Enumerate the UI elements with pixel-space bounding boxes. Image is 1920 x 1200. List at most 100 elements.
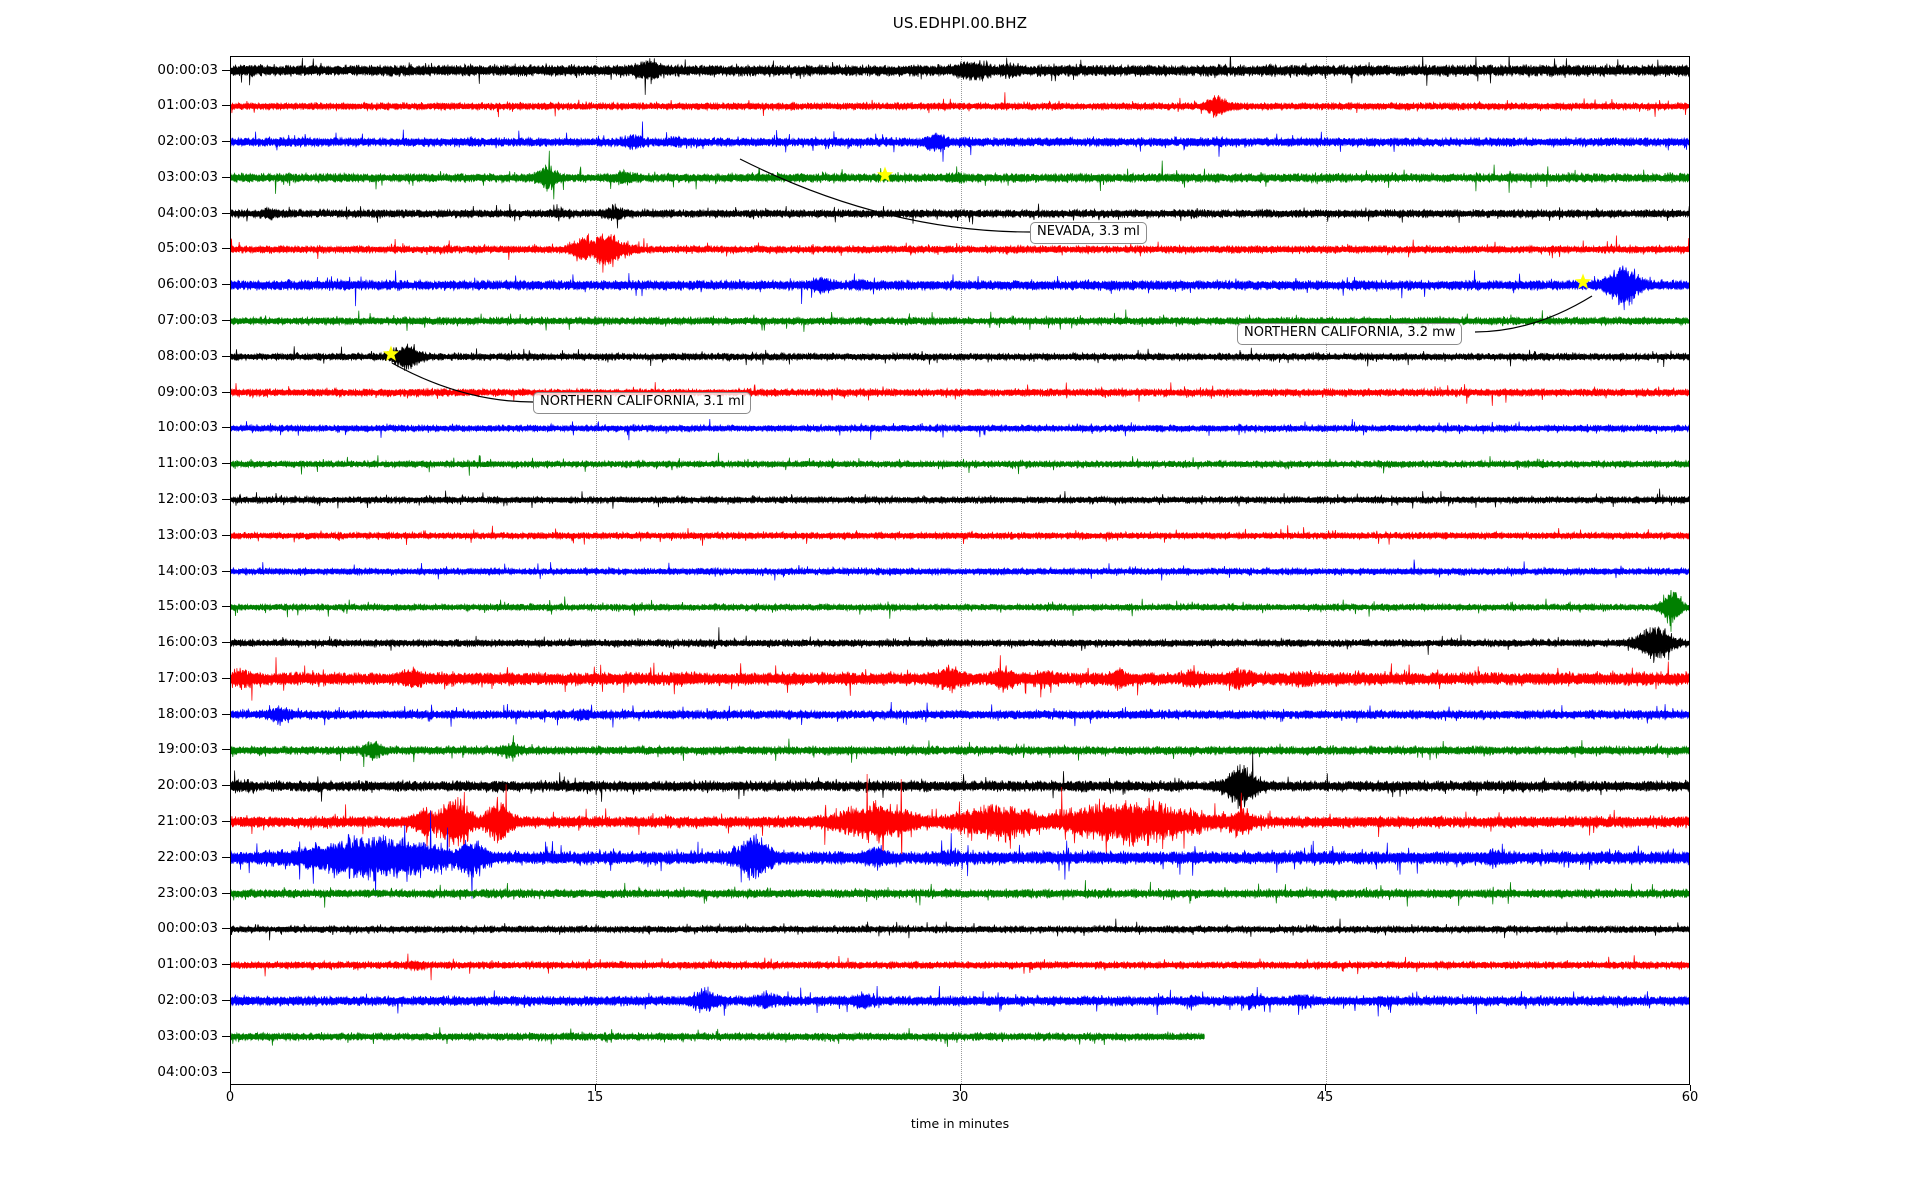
waveform-trace [231,57,1689,1084]
event-star-icon [876,166,893,187]
y-tick-mark [222,391,230,393]
waveform-trace [231,57,1689,1084]
y-tick-mark [222,212,230,214]
waveform-trace [231,57,1689,1084]
x-tick-label: 0 [225,1090,235,1105]
y-tick-label: 16:00:03 [157,634,218,651]
waveform-trace [231,57,1689,1084]
y-tick-mark [222,105,230,107]
y-tick-label: 01:00:03 [157,97,218,114]
x-tick-mark [595,1085,596,1091]
y-tick-label: 15:00:03 [157,598,218,615]
y-tick-mark [222,355,230,357]
y-tick-mark [222,427,230,429]
waveform-trace [231,57,1689,1084]
y-tick-mark [222,713,230,715]
y-tick-mark [222,248,230,250]
y-tick-mark [222,928,230,930]
y-tick-label: 06:00:03 [157,276,218,293]
y-tick-label: 19:00:03 [157,741,218,758]
y-tick-label: 03:00:03 [157,168,218,185]
plot-area [230,56,1690,1085]
x-tick-mark [1325,1085,1326,1091]
y-tick-mark [222,570,230,572]
waveform-trace [231,57,1689,1084]
waveform-trace [231,57,1689,1084]
y-tick-label: 10:00:03 [157,419,218,436]
y-tick-mark [222,642,230,644]
y-tick-label: 21:00:03 [157,813,218,829]
y-tick-mark [222,856,230,858]
waveform-trace [231,57,1689,1084]
y-tick-mark [222,892,230,894]
x-tick-label: 30 [951,1090,969,1105]
y-tick-label: 02:00:03 [157,133,218,150]
waveform-trace [231,57,1689,1084]
y-tick-mark [222,534,230,536]
y-tick-mark [222,1071,230,1073]
y-tick-mark [222,821,230,822]
y-tick-mark [222,284,230,286]
y-tick-mark [222,69,230,71]
y-tick-label: 08:00:03 [157,347,218,364]
y-tick-mark [222,463,230,465]
event-star-icon [382,345,399,366]
y-tick-label: 02:00:03 [157,991,218,1008]
waveform-trace [231,57,1689,1084]
x-tick-mark [960,1085,961,1091]
waveform-trace [231,57,1689,1084]
event-label-2: NORTHERN CALIFORNIA, 3.2 mw [1237,323,1463,345]
x-tick-label: 15 [586,1090,604,1105]
y-tick-label: 18:00:03 [157,705,218,722]
waveform-trace [231,57,1689,1084]
waveform-trace [231,57,1689,1084]
x-tick-mark [230,1085,231,1091]
y-tick-mark [222,498,230,500]
y-tick-mark [222,606,230,608]
x-tick-label: 60 [1681,1090,1699,1105]
waveform-trace [231,57,1689,1084]
y-tick-label: 23:00:03 [157,884,218,901]
y-tick-label: 20:00:03 [157,777,218,794]
y-tick-label: 09:00:03 [157,383,218,400]
y-tick-label: 12:00:03 [157,490,218,507]
x-tick-mark [1690,1085,1691,1091]
x-axis-label: time in minutes [910,1116,1010,1131]
waveform-trace [231,57,1689,1084]
waveform-trace [231,57,1689,1084]
waveform-trace [231,57,1689,1084]
y-tick-mark [222,749,230,751]
y-tick-mark [222,785,230,787]
y-tick-label: 13:00:03 [157,526,218,543]
y-tick-mark [222,677,230,679]
waveform-trace [231,57,1689,1084]
plot-canvas [231,57,1689,1084]
y-tick-label: 05:00:03 [157,240,218,257]
y-tick-label: 00:00:03 [157,920,218,937]
waveform-trace [231,57,1689,1084]
waveform-trace [231,57,1689,1084]
y-tick-mark [222,176,230,178]
y-tick-label: 00:00:03 [157,61,218,78]
event-label-3: NORTHERN CALIFORNIA, 3.1 ml [533,392,752,414]
event-star-icon [1574,273,1592,295]
y-tick-mark [222,964,230,966]
y-tick-label: 01:00:03 [157,956,218,973]
y-tick-label: 11:00:03 [157,455,218,472]
y-tick-mark [222,999,230,1001]
y-tick-label: 07:00:03 [157,312,218,328]
y-tick-mark [222,141,230,143]
y-tick-label: 04:00:03 [157,1063,218,1080]
x-tick-label: 45 [1316,1090,1334,1105]
waveform-trace [231,57,1689,1084]
waveform-trace [231,57,1689,1084]
y-tick-label: 03:00:03 [157,1027,218,1044]
y-tick-label: 22:00:03 [157,848,218,865]
y-tick-mark [222,1035,230,1037]
page-title: US.EDHPI.00.BHZ [892,14,1028,32]
y-tick-label: 04:00:03 [157,204,218,221]
waveform-trace [231,57,1689,1084]
waveform-trace [231,57,1689,1084]
waveform-trace [231,57,1689,1084]
